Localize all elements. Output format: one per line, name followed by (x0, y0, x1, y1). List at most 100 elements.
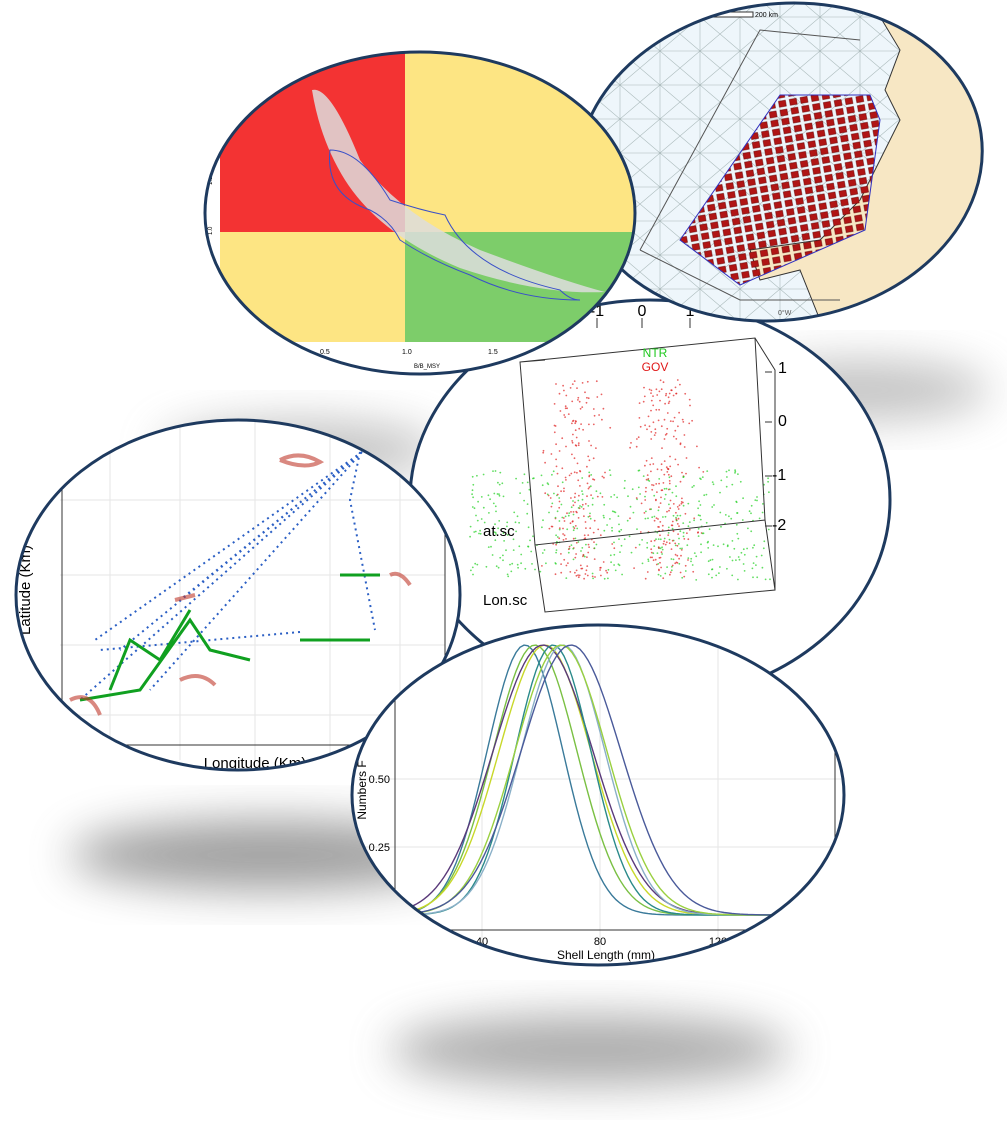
dot (711, 576, 713, 579)
dot (675, 438, 678, 440)
dot (569, 571, 572, 573)
dot (743, 553, 746, 556)
dot (576, 471, 578, 474)
dot (567, 514, 570, 517)
dot (731, 559, 734, 562)
dot (549, 497, 552, 499)
dot (750, 530, 753, 533)
dot (652, 559, 655, 562)
dot (708, 528, 711, 531)
dot (630, 551, 633, 554)
dot (617, 563, 620, 566)
dot (544, 492, 547, 495)
dot (582, 555, 584, 558)
dot (735, 559, 737, 561)
dot (659, 502, 662, 504)
dot (475, 514, 477, 517)
dot (580, 506, 583, 508)
dot (734, 472, 736, 474)
dot (672, 435, 675, 438)
dot (646, 428, 648, 431)
dot (669, 499, 672, 502)
dot (518, 521, 520, 524)
dot (693, 519, 695, 522)
dot (668, 392, 671, 395)
dot (573, 527, 576, 530)
dot (659, 561, 661, 564)
dot (658, 482, 660, 485)
dot (574, 422, 577, 425)
dot (565, 394, 568, 397)
dot (569, 522, 572, 525)
dot (659, 379, 662, 382)
dot (663, 487, 666, 490)
dot (681, 471, 683, 474)
dot (640, 502, 643, 505)
dot (657, 563, 660, 565)
dot (674, 562, 677, 565)
dot (681, 418, 684, 421)
dot (701, 532, 704, 535)
dot (572, 547, 575, 550)
dot (587, 397, 590, 400)
dot (662, 542, 665, 545)
dot (669, 573, 671, 576)
dot (618, 538, 620, 540)
dot (680, 554, 682, 557)
dot (517, 566, 519, 569)
dot (652, 463, 655, 465)
dot (729, 556, 731, 558)
dot (471, 475, 474, 478)
dot (597, 528, 600, 531)
dot (662, 577, 665, 580)
dot (529, 539, 531, 542)
dot (593, 541, 595, 543)
dot (572, 433, 574, 436)
dot (603, 476, 605, 479)
dot (667, 402, 670, 405)
dot (652, 484, 655, 487)
dot (683, 434, 686, 436)
dot (488, 512, 490, 514)
dot (644, 495, 646, 498)
dot (499, 471, 502, 474)
dot (572, 537, 575, 540)
dot (575, 436, 578, 439)
dot (672, 530, 675, 533)
dot (572, 500, 574, 502)
dot (635, 445, 638, 448)
dot (534, 568, 536, 571)
dot (483, 521, 486, 524)
dot (579, 564, 582, 567)
dot (653, 434, 656, 436)
dot (487, 494, 490, 497)
dot (560, 563, 562, 565)
dot (589, 512, 591, 515)
dot (718, 572, 720, 574)
dot (542, 451, 545, 454)
dot (609, 518, 611, 520)
dot (717, 545, 719, 548)
legend-entry: NTR (643, 346, 668, 360)
dot (474, 530, 477, 533)
dot (472, 573, 474, 576)
dot (768, 491, 770, 494)
dot (761, 511, 764, 514)
dot (485, 565, 488, 568)
dot (482, 473, 485, 476)
dot (607, 577, 609, 580)
dot (558, 450, 561, 452)
dot (567, 548, 570, 551)
dot (506, 534, 509, 536)
dot (523, 473, 526, 476)
dot (601, 475, 604, 478)
dot (576, 462, 579, 465)
dot (664, 402, 666, 405)
dot (558, 520, 561, 522)
dot (609, 474, 612, 476)
dot (641, 539, 643, 541)
dot (596, 495, 599, 498)
dot (555, 562, 557, 565)
dot (715, 574, 718, 577)
dot (620, 528, 623, 531)
